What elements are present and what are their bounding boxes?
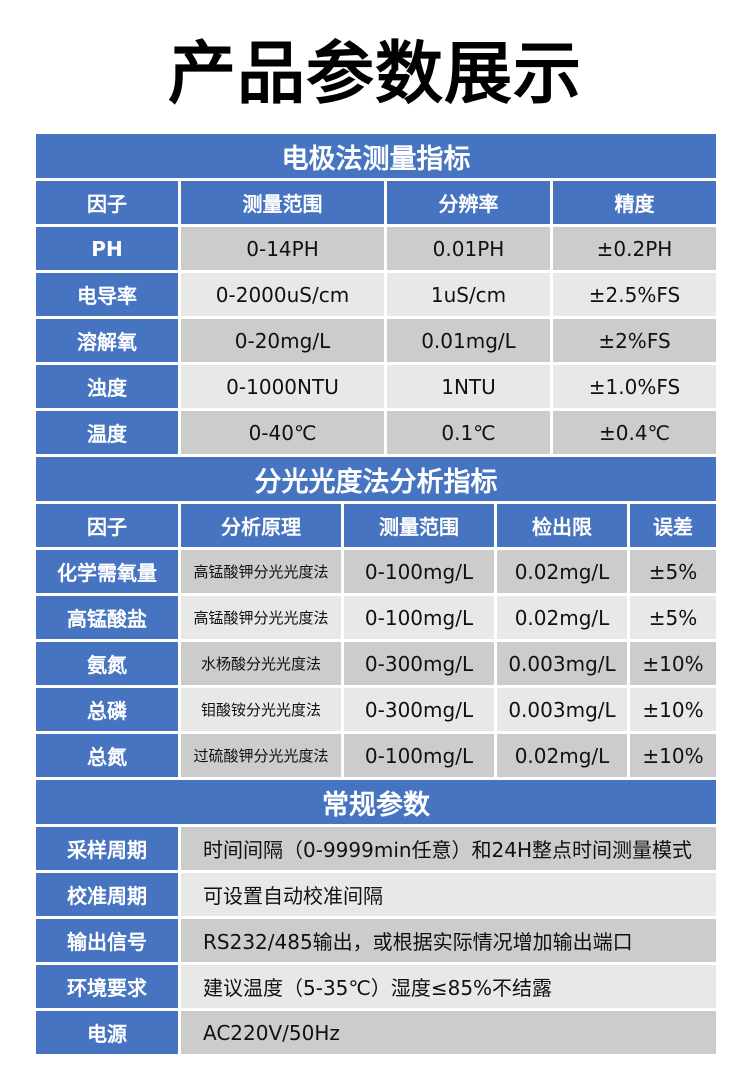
column-header: 分辨率 — [387, 181, 550, 224]
param-label: 环境要求 — [36, 965, 178, 1008]
column-header: 测量范围 — [344, 504, 494, 547]
value-cell: 0-2000uS/cm — [181, 273, 384, 316]
page-title: 产品参数展示 — [167, 34, 582, 114]
factor-cell: 电导率 — [36, 273, 178, 316]
value-cell: ±0.4℃ — [553, 411, 716, 454]
section-header-general: 常规参数 — [36, 780, 716, 824]
value-cell: ±2%FS — [553, 319, 716, 362]
value-cell: 0-1000NTU — [181, 365, 384, 408]
value-cell: 0.1℃ — [387, 411, 550, 454]
value-cell: 0-100mg/L — [344, 734, 494, 777]
column-header: 因子 — [36, 504, 178, 547]
column-header: 测量范围 — [181, 181, 384, 224]
value-cell: 0-100mg/L — [344, 596, 494, 639]
value-cell: 0.01mg/L — [387, 319, 550, 362]
param-value: 可设置自动校准间隔 — [181, 873, 716, 916]
value-cell: ±10% — [630, 642, 716, 685]
param-value: RS232/485输出，或根据实际情况增加输出端口 — [181, 919, 716, 962]
value-cell: ±5% — [630, 550, 716, 593]
param-value: 建议温度（5-35℃）湿度≤85%不结露 — [181, 965, 716, 1008]
factor-cell: 浊度 — [36, 365, 178, 408]
tables-wrap: 电极法测量指标 因子 测量范围 分辨率 精度 PH 0-14PH 0.01PH … — [36, 134, 716, 1054]
factor-cell: PH — [36, 227, 178, 270]
table-spectro: 因子 分析原理 测量范围 检出限 误差 化学需氧量 高锰酸钾分光光度法 0-10… — [36, 504, 716, 777]
param-label: 校准周期 — [36, 873, 178, 916]
section-header-spectro: 分光光度法分析指标 — [36, 457, 716, 501]
principle-cell: 高锰酸钾分光光度法 — [181, 596, 341, 639]
factor-cell: 溶解氧 — [36, 319, 178, 362]
value-cell: 0.01PH — [387, 227, 550, 270]
value-cell: 0-14PH — [181, 227, 384, 270]
column-header: 因子 — [36, 181, 178, 224]
value-cell: ±5% — [630, 596, 716, 639]
table-general: 采样周期 时间间隔（0-9999min任意）和24H整点时间测量模式 校准周期 … — [36, 827, 716, 1054]
value-cell: ±1.0%FS — [553, 365, 716, 408]
factor-cell: 化学需氧量 — [36, 550, 178, 593]
principle-cell: 过硫酸钾分光光度法 — [181, 734, 341, 777]
factor-cell: 高锰酸盐 — [36, 596, 178, 639]
principle-cell: 高锰酸钾分光光度法 — [181, 550, 341, 593]
value-cell: ±10% — [630, 734, 716, 777]
value-cell: ±0.2PH — [553, 227, 716, 270]
table-electrode: 因子 测量范围 分辨率 精度 PH 0-14PH 0.01PH ±0.2PH 电… — [36, 181, 716, 454]
column-header: 误差 — [630, 504, 716, 547]
value-cell: 0-20mg/L — [181, 319, 384, 362]
param-value: 时间间隔（0-9999min任意）和24H整点时间测量模式 — [181, 827, 716, 870]
value-cell: ±2.5%FS — [553, 273, 716, 316]
value-cell: 1NTU — [387, 365, 550, 408]
value-cell: 0.003mg/L — [497, 688, 627, 731]
value-cell: 0-300mg/L — [344, 688, 494, 731]
param-label: 采样周期 — [36, 827, 178, 870]
factor-cell: 总磷 — [36, 688, 178, 731]
value-cell: 0-300mg/L — [344, 642, 494, 685]
factor-cell: 总氮 — [36, 734, 178, 777]
value-cell: 0-40℃ — [181, 411, 384, 454]
factor-cell: 氨氮 — [36, 642, 178, 685]
principle-cell: 水杨酸分光光度法 — [181, 642, 341, 685]
title-block: 产品参数展示 — [0, 0, 750, 134]
value-cell: 0.02mg/L — [497, 550, 627, 593]
param-value: AC220V/50Hz — [181, 1011, 716, 1054]
column-header: 精度 — [553, 181, 716, 224]
factor-cell: 温度 — [36, 411, 178, 454]
value-cell: 1uS/cm — [387, 273, 550, 316]
section-header-electrode: 电极法测量指标 — [36, 134, 716, 178]
column-header: 检出限 — [497, 504, 627, 547]
value-cell: ±10% — [630, 688, 716, 731]
principle-cell: 钼酸铵分光光度法 — [181, 688, 341, 731]
value-cell: 0-100mg/L — [344, 550, 494, 593]
param-label: 输出信号 — [36, 919, 178, 962]
param-label: 电源 — [36, 1011, 178, 1054]
value-cell: 0.02mg/L — [497, 734, 627, 777]
column-header: 分析原理 — [181, 504, 341, 547]
value-cell: 0.02mg/L — [497, 596, 627, 639]
value-cell: 0.003mg/L — [497, 642, 627, 685]
